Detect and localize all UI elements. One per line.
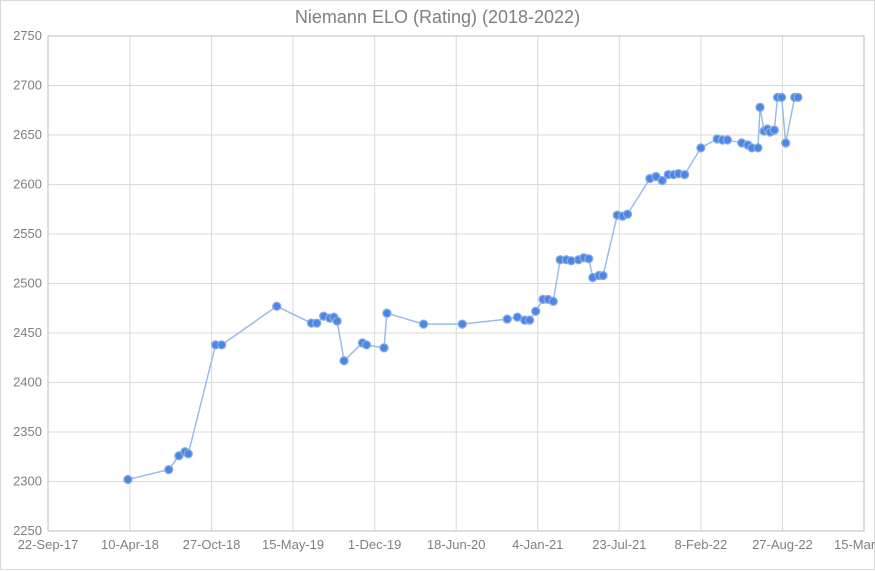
data-line <box>128 97 798 479</box>
x-axis-labels: 22-Sep-17 10-Apr-18 27-Oct-18 15-May-19 1-De… <box>18 537 875 552</box>
y-tick-label: 2650 <box>13 127 42 142</box>
data-point <box>420 320 428 328</box>
data-point <box>273 302 281 310</box>
x-tick-label: 18-Jun-20 <box>427 537 486 552</box>
x-tick-label: 23-Jul-21 <box>592 537 646 552</box>
grid <box>48 36 864 531</box>
data-point <box>503 315 511 323</box>
data-point <box>313 319 321 327</box>
data-point <box>794 93 802 101</box>
x-tick-label: 8-Feb-22 <box>675 537 728 552</box>
y-axis-labels: 2250 2300 2350 2400 2450 2500 2550 2600 2650 2700… <box>13 28 42 538</box>
x-tick-label: 22-Sep-17 <box>18 537 79 552</box>
x-tick-label: 27-Oct-18 <box>183 537 241 552</box>
y-tick-label: 2750 <box>13 28 42 43</box>
data-point <box>218 341 226 349</box>
y-tick-label: 2550 <box>13 226 42 241</box>
y-tick-label: 2450 <box>13 325 42 340</box>
x-tick-label: 15-Mar-23 <box>834 537 875 552</box>
data-point <box>756 103 764 111</box>
data-point <box>697 144 705 152</box>
x-tick-label: 15-May-19 <box>262 537 324 552</box>
x-tick-label: 10-Apr-18 <box>101 537 159 552</box>
data-point <box>383 309 391 317</box>
data-point <box>723 136 731 144</box>
y-tick-label: 2300 <box>13 474 42 489</box>
x-tick-label: 27-Aug-22 <box>752 537 813 552</box>
data-point <box>532 307 540 315</box>
data-point <box>778 93 786 101</box>
data-points <box>124 93 802 483</box>
data-point <box>458 320 466 328</box>
data-point <box>124 476 132 484</box>
y-tick-label: 2600 <box>13 177 42 192</box>
data-point <box>526 316 534 324</box>
data-point <box>623 210 631 218</box>
chart-svg: 2250 2300 2350 2400 2450 2500 2550 2600 2650 2700… <box>1 1 875 571</box>
x-tick-label: 4-Jan-21 <box>512 537 563 552</box>
data-point <box>340 357 348 365</box>
y-tick-label: 2250 <box>13 523 42 538</box>
data-point <box>362 341 370 349</box>
y-tick-label: 2350 <box>13 424 42 439</box>
data-point <box>165 466 173 474</box>
data-point <box>549 297 557 305</box>
y-tick-label: 2500 <box>13 276 42 291</box>
data-point <box>782 139 790 147</box>
y-tick-label: 2700 <box>13 78 42 93</box>
x-tick-label: 1-Dec-19 <box>348 537 401 552</box>
data-point <box>380 344 388 352</box>
y-tick-label: 2400 <box>13 375 42 390</box>
data-point <box>585 255 593 263</box>
data-point <box>681 171 689 179</box>
data-point <box>599 272 607 280</box>
data-point <box>770 126 778 134</box>
data-point <box>184 450 192 458</box>
chart-container: Niemann ELO (Rating) (2018-2022) 2250230… <box>0 0 875 570</box>
data-point <box>754 144 762 152</box>
data-point <box>333 317 341 325</box>
